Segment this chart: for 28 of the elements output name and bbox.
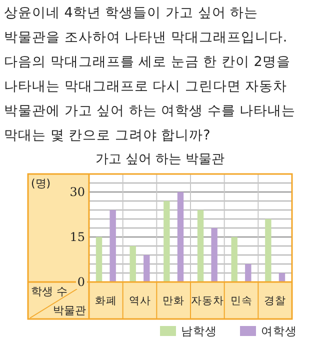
bar [197,210,204,282]
bar [164,201,170,282]
x-tick-label: 민속 [230,295,252,308]
bar [265,219,272,282]
x-tick-label: 화폐 [94,295,117,308]
y-tick-label: 30 [70,185,85,200]
text: 상윤이네 4학년 학생들이 가고 싶어 하는 박물관을 조사하여 나타낸 막대그래프입니다. 다음의 막대그래프를 세로 눈금 한 칸이 2명을 나타내는 막대그래프로 다시 그린다면 자동차 박물관에 가고 싶어 하는 여학생 수를 나타내는 막대는 몇 칸으로 그려야 합니까? [4,5,296,144]
x-tick-label: 역사 [128,295,151,308]
bar [96,237,102,282]
legend-label: 여학생 [261,324,297,338]
legend-label: 남학생 [181,324,217,338]
y-tick-label: 15 [70,230,85,244]
bar [177,192,184,282]
bar [110,210,116,282]
bar [211,228,218,282]
bar [144,255,150,282]
x-tick-label: 만화 [162,295,185,308]
text: (명) [31,177,51,190]
bar [278,273,286,282]
x-tick-label: 경찰 [264,295,286,308]
chart-title: 가고 싶어 하는 박물관 [95,152,225,167]
bar [231,237,238,282]
bar [130,246,136,282]
y-tick-label: 0 [77,275,85,290]
x-tick-label: 자동차 [190,295,224,308]
bar [245,264,252,282]
y-axis-title: 학생 수 [31,285,68,298]
x-axis-title: 박물관 [53,304,86,317]
